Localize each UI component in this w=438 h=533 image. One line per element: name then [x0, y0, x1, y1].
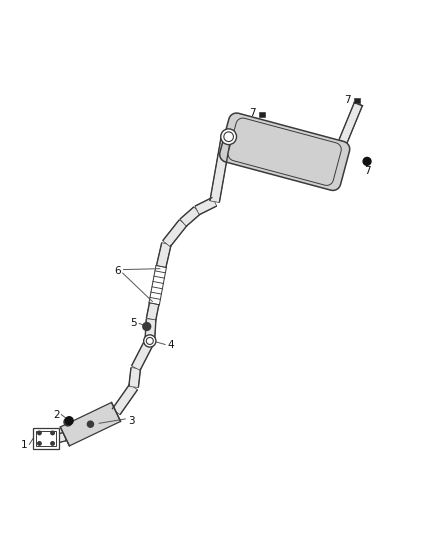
Text: 7: 7: [344, 95, 351, 104]
Circle shape: [144, 335, 156, 347]
Polygon shape: [180, 207, 200, 227]
Circle shape: [146, 337, 153, 344]
Polygon shape: [131, 339, 154, 370]
Circle shape: [38, 442, 41, 445]
Polygon shape: [220, 113, 350, 190]
Circle shape: [363, 157, 371, 165]
Circle shape: [51, 442, 54, 445]
Polygon shape: [146, 303, 159, 320]
Polygon shape: [145, 319, 156, 341]
Polygon shape: [339, 102, 362, 143]
Bar: [354, 98, 360, 103]
Polygon shape: [162, 220, 187, 247]
Polygon shape: [57, 432, 67, 442]
Text: 7: 7: [250, 108, 256, 118]
Polygon shape: [60, 402, 120, 446]
Text: 3: 3: [128, 416, 135, 426]
Bar: [259, 111, 265, 117]
Text: 1: 1: [21, 440, 28, 450]
Polygon shape: [210, 134, 231, 203]
Polygon shape: [129, 368, 141, 387]
Circle shape: [221, 129, 237, 144]
Text: 6: 6: [114, 266, 121, 276]
Polygon shape: [156, 243, 171, 268]
Text: 5: 5: [130, 318, 137, 328]
Text: 4: 4: [167, 341, 174, 350]
Polygon shape: [228, 118, 341, 185]
Circle shape: [143, 322, 151, 330]
Circle shape: [65, 417, 73, 425]
Polygon shape: [112, 384, 138, 415]
Circle shape: [38, 431, 41, 435]
Circle shape: [224, 132, 233, 142]
Text: 7: 7: [364, 166, 371, 176]
Circle shape: [87, 421, 94, 427]
Text: 2: 2: [53, 409, 60, 419]
Circle shape: [64, 418, 72, 426]
Polygon shape: [195, 197, 217, 215]
Circle shape: [51, 431, 54, 435]
Bar: [33, 427, 59, 449]
Bar: [36, 431, 56, 446]
